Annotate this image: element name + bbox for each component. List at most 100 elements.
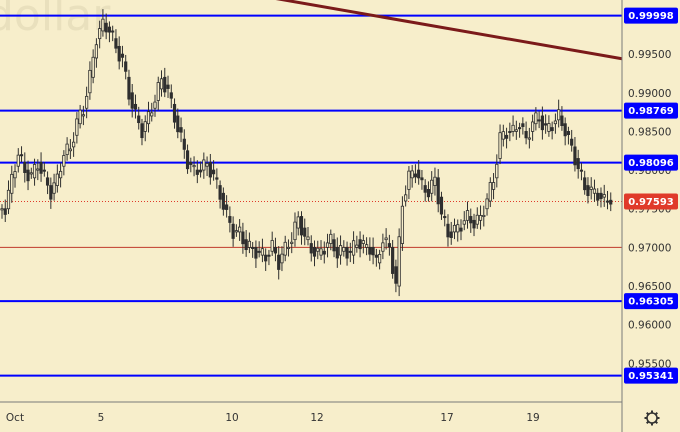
candle-body bbox=[264, 254, 268, 262]
price-level-label: 0.97593 bbox=[628, 197, 674, 208]
candle-body bbox=[602, 194, 606, 198]
candle-body bbox=[6, 189, 11, 210]
price-tick-label: 0.95500 bbox=[628, 358, 671, 370]
candle-body bbox=[553, 120, 558, 125]
candle-body bbox=[524, 131, 528, 139]
candle-body bbox=[267, 254, 271, 257]
candle-body bbox=[407, 170, 411, 190]
candle-body bbox=[426, 189, 431, 198]
candle-body bbox=[221, 192, 225, 210]
time-axis[interactable]: Oct 5 10 12 17 19 bbox=[6, 412, 540, 424]
candle-body bbox=[391, 246, 395, 274]
candle-body bbox=[195, 169, 199, 175]
candle-body bbox=[13, 171, 17, 179]
trend-line[interactable] bbox=[240, 0, 623, 61]
candle-body bbox=[397, 236, 401, 287]
candle-body bbox=[501, 131, 505, 140]
candle-body bbox=[185, 150, 190, 170]
candle-body bbox=[98, 28, 102, 40]
price-level-tag bbox=[624, 102, 678, 119]
candle-body bbox=[570, 138, 574, 146]
price-level-tag bbox=[624, 7, 678, 24]
candle-body bbox=[589, 186, 593, 190]
candle-body bbox=[234, 230, 238, 233]
candle-body bbox=[371, 246, 375, 256]
candle-body bbox=[133, 103, 138, 110]
candle-body bbox=[293, 221, 297, 241]
price-level-labels: 0.99998 0.98769 0.98096 0.96305 0.95341 0.975… bbox=[624, 7, 678, 384]
candle-body bbox=[166, 84, 170, 89]
candle-body bbox=[257, 250, 261, 253]
candle-body bbox=[478, 215, 483, 221]
candle-body bbox=[560, 115, 564, 127]
candle-body bbox=[306, 236, 310, 241]
candle-body bbox=[443, 216, 447, 219]
candle-body bbox=[36, 168, 40, 171]
candle-body bbox=[247, 240, 252, 248]
candle-body bbox=[299, 216, 304, 236]
candle-body bbox=[439, 196, 444, 215]
candle-body bbox=[531, 121, 535, 132]
candle-body bbox=[599, 192, 603, 200]
candle-body bbox=[456, 224, 460, 233]
price-level-label: 0.99998 bbox=[628, 11, 674, 22]
candle-body bbox=[254, 246, 258, 259]
candle-body bbox=[472, 219, 476, 229]
candle-body bbox=[358, 239, 362, 250]
candle-body bbox=[417, 169, 421, 179]
candle-body bbox=[78, 109, 82, 125]
candle-body bbox=[540, 115, 544, 131]
candle-body bbox=[413, 173, 418, 178]
candle-body bbox=[576, 158, 580, 170]
candle-body bbox=[469, 216, 473, 224]
time-tick-label: 19 bbox=[526, 412, 539, 424]
candle-body bbox=[225, 204, 229, 210]
candle-body bbox=[124, 61, 128, 72]
candle-body bbox=[150, 112, 154, 117]
candle-body bbox=[228, 216, 232, 223]
candle-body bbox=[312, 246, 317, 257]
candle-body bbox=[446, 223, 450, 238]
candle-body bbox=[378, 254, 382, 264]
candle-body bbox=[465, 210, 470, 221]
candle-body bbox=[120, 53, 125, 58]
price-axis[interactable]: 0.995000.990000.985000.980000.975000.970… bbox=[628, 49, 671, 370]
candle-body bbox=[557, 109, 561, 121]
settings-gear-icon[interactable] bbox=[644, 410, 660, 426]
candle-body bbox=[260, 248, 265, 256]
candle-body bbox=[488, 182, 492, 202]
candle-body bbox=[32, 164, 37, 179]
candle-body bbox=[355, 244, 359, 248]
candle-body bbox=[290, 241, 294, 244]
candle-body bbox=[316, 247, 320, 252]
price-tick-label: 0.97000 bbox=[628, 242, 671, 254]
price-level-tag bbox=[624, 154, 678, 171]
candle-body bbox=[351, 240, 356, 256]
price-level-label: 0.98096 bbox=[628, 158, 674, 169]
candle-body bbox=[62, 155, 66, 167]
candle-body bbox=[384, 237, 388, 241]
price-level-tag bbox=[624, 293, 678, 310]
candle-body bbox=[573, 146, 577, 166]
candle-body bbox=[475, 214, 479, 225]
candle-body bbox=[146, 111, 151, 125]
candle-body bbox=[504, 134, 509, 139]
candle-body bbox=[163, 76, 167, 93]
candle-body bbox=[39, 161, 43, 174]
candle-body bbox=[319, 248, 323, 256]
candle-body bbox=[0, 208, 4, 211]
candle-body bbox=[420, 177, 424, 181]
candle-body bbox=[550, 127, 554, 132]
candle-body bbox=[114, 38, 118, 49]
candle-body bbox=[85, 95, 89, 109]
candle-body bbox=[68, 148, 72, 152]
candle-body bbox=[270, 240, 274, 252]
price-level-tag bbox=[624, 193, 678, 210]
time-tick-label: 5 bbox=[98, 412, 105, 424]
candle-body bbox=[586, 185, 590, 196]
candle-body bbox=[169, 92, 173, 99]
candle-body bbox=[368, 246, 372, 255]
candle-body bbox=[400, 205, 405, 244]
candle-body bbox=[55, 173, 59, 186]
